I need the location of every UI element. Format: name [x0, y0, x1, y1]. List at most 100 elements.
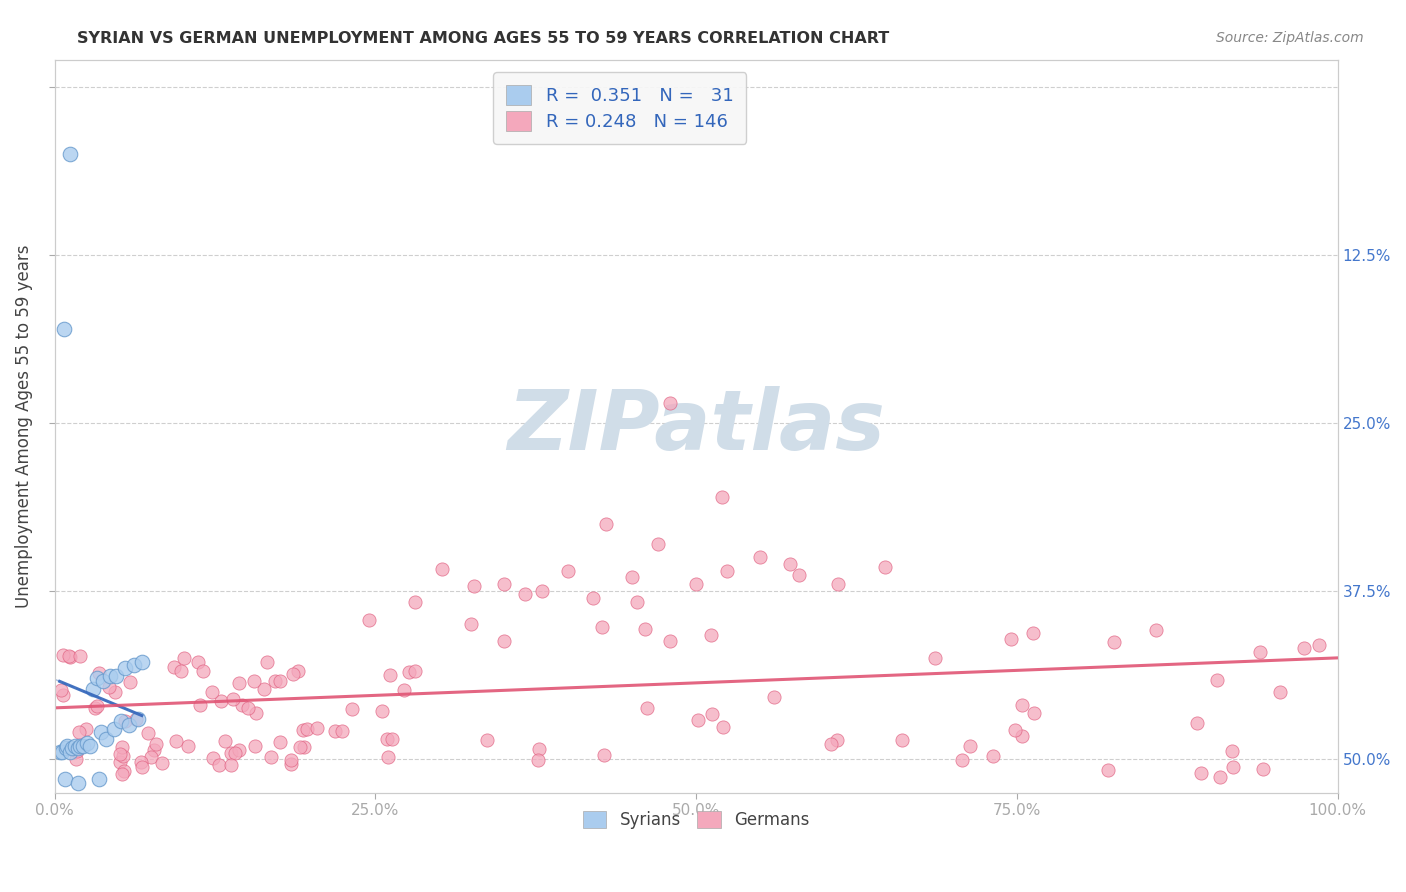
Point	[86, 671, 108, 685]
Point	[145, 737, 167, 751]
Point	[700, 628, 723, 642]
Point	[430, 562, 453, 576]
Point	[950, 753, 973, 767]
Point	[1189, 765, 1212, 780]
Point	[297, 722, 319, 736]
Legend: Syrians, Germans: Syrians, Germans	[576, 804, 815, 836]
Point	[207, 758, 229, 772]
Point	[634, 623, 657, 637]
Point	[924, 651, 946, 665]
Point	[211, 694, 233, 708]
Point	[404, 595, 426, 609]
Point	[526, 753, 548, 767]
Point	[260, 750, 283, 764]
Point	[592, 747, 614, 762]
Point	[595, 516, 617, 531]
Point	[86, 698, 108, 713]
Point	[97, 681, 120, 695]
Point	[202, 751, 225, 765]
Point	[187, 655, 209, 669]
Point	[110, 755, 132, 769]
Point	[340, 702, 363, 716]
Point	[1011, 698, 1033, 712]
Point	[253, 681, 276, 696]
Point	[256, 655, 278, 669]
Point	[129, 755, 152, 769]
Point	[114, 714, 136, 728]
Point	[82, 682, 104, 697]
Point	[685, 577, 707, 591]
Point	[686, 713, 709, 727]
Point	[228, 675, 250, 690]
Point	[280, 753, 302, 767]
Text: SYRIAN VS GERMAN UNEMPLOYMENT AMONG AGES 55 TO 59 YEARS CORRELATION CHART: SYRIAN VS GERMAN UNEMPLOYMENT AMONG AGES…	[77, 31, 890, 46]
Point	[582, 591, 605, 605]
Point	[67, 724, 90, 739]
Point	[269, 735, 291, 749]
Text: Source: ZipAtlas.com: Source: ZipAtlas.com	[1216, 31, 1364, 45]
Point	[398, 665, 420, 679]
Point	[1268, 685, 1291, 699]
Point	[118, 718, 141, 732]
Point	[52, 648, 75, 663]
Point	[112, 764, 135, 778]
Point	[87, 665, 110, 680]
Point	[636, 701, 658, 715]
Point	[245, 706, 267, 721]
Point	[1209, 770, 1232, 784]
Point	[59, 745, 82, 759]
Point	[1022, 706, 1045, 720]
Point	[460, 616, 482, 631]
Point	[173, 650, 195, 665]
Point	[170, 664, 193, 678]
Point	[1011, 729, 1033, 743]
Point	[66, 744, 89, 758]
Point	[381, 732, 404, 747]
Point	[1222, 759, 1244, 773]
Point	[98, 668, 121, 682]
Point	[143, 743, 166, 757]
Point	[53, 772, 76, 787]
Point	[131, 760, 153, 774]
Point	[177, 739, 200, 754]
Point	[1308, 638, 1330, 652]
Point	[72, 739, 94, 753]
Point	[377, 750, 399, 764]
Point	[120, 675, 142, 690]
Point	[188, 698, 211, 713]
Point	[90, 725, 112, 739]
Point	[1249, 645, 1271, 659]
Point	[111, 766, 134, 780]
Point	[820, 737, 842, 751]
Point	[1185, 715, 1208, 730]
Point	[713, 721, 735, 735]
Point	[139, 750, 162, 764]
Point	[1102, 635, 1125, 649]
Point	[716, 564, 738, 578]
Point	[91, 673, 114, 688]
Point	[221, 692, 243, 706]
Point	[626, 595, 648, 609]
Point	[52, 688, 75, 702]
Point	[288, 740, 311, 755]
Point	[55, 741, 77, 756]
Point	[110, 714, 132, 729]
Point	[62, 741, 84, 756]
Point	[127, 712, 149, 726]
Point	[330, 723, 353, 738]
Point	[762, 690, 785, 704]
Point	[779, 558, 801, 572]
Point	[243, 674, 266, 689]
Point	[231, 698, 253, 713]
Point	[659, 395, 682, 409]
Point	[494, 634, 516, 648]
Point	[75, 722, 97, 736]
Point	[163, 660, 186, 674]
Point	[69, 739, 91, 753]
Text: ZIPatlas: ZIPatlas	[508, 385, 884, 467]
Point	[1294, 640, 1316, 655]
Point	[111, 749, 134, 764]
Point	[269, 674, 291, 689]
Point	[1251, 763, 1274, 777]
Point	[827, 576, 849, 591]
